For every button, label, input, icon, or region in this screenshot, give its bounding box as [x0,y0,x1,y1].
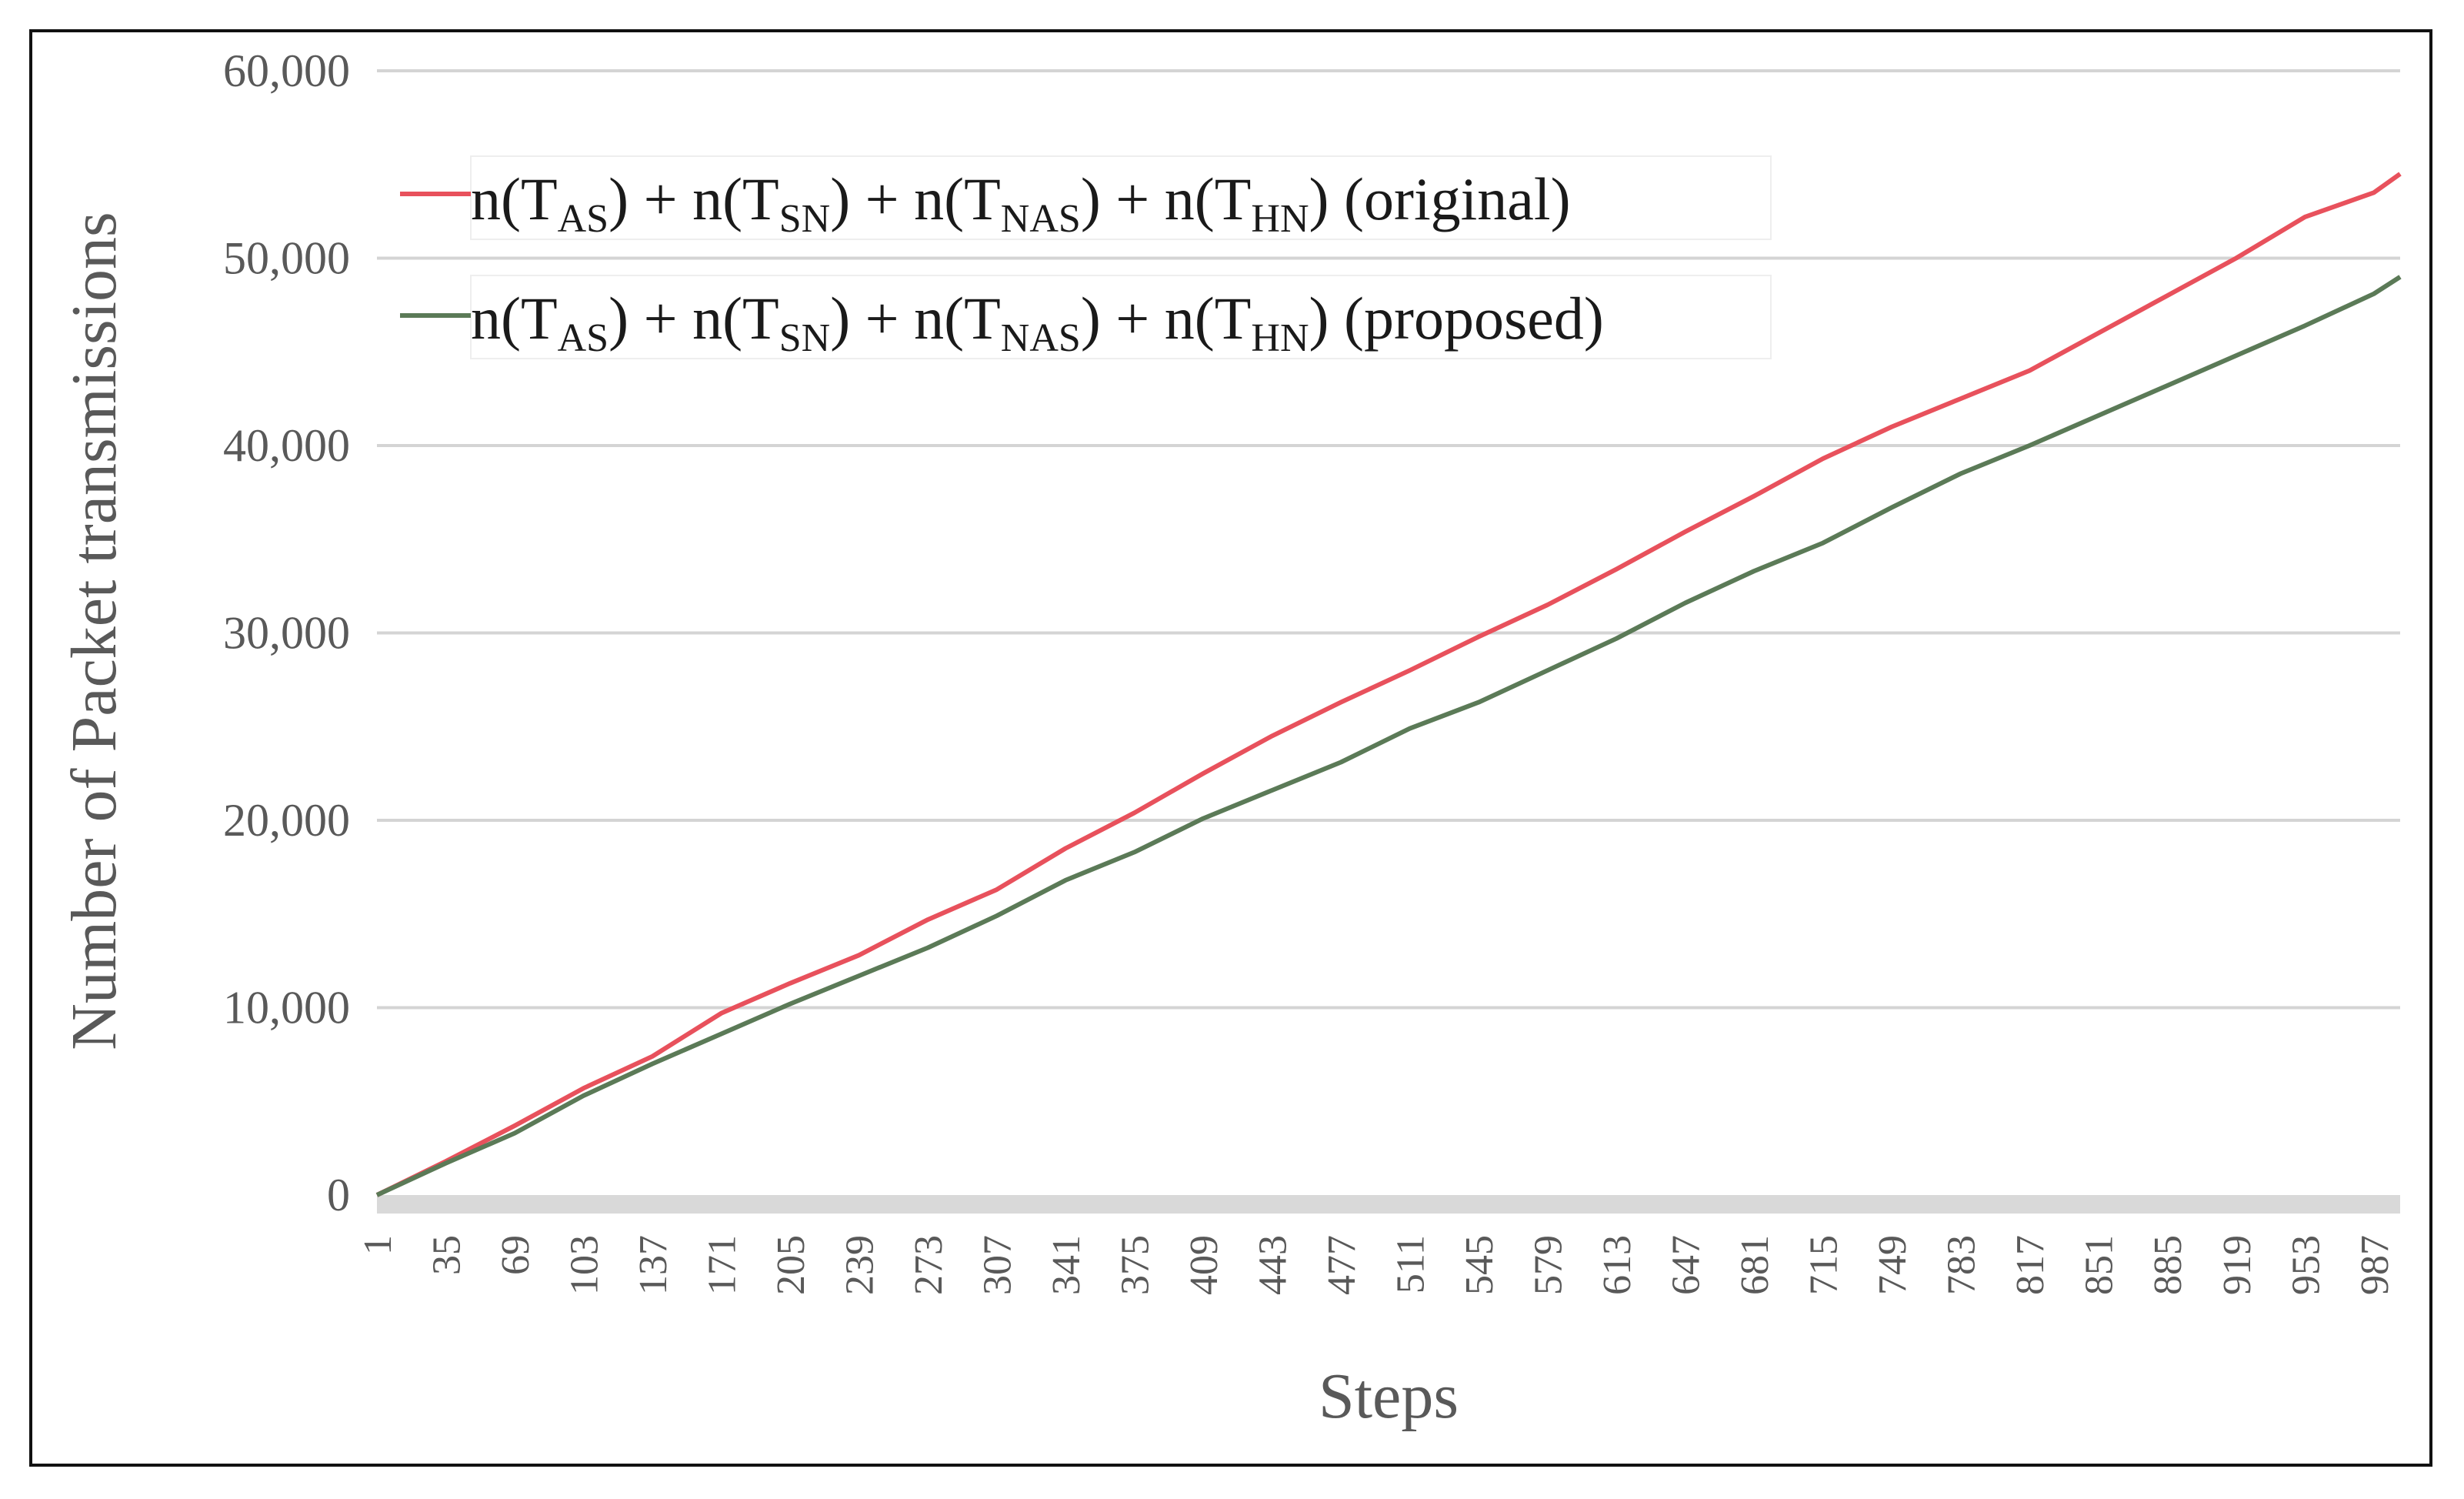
x-tick-label: 35 [425,1235,469,1275]
x-tick-label: 613 [1595,1235,1639,1295]
legend-label: n(TAS) + n(TSN) + n(TNAS) + n(THN) (orig… [471,165,1571,241]
x-tick-label: 545 [1458,1235,1502,1295]
legend-label-part: ) + n(T [1081,285,1252,352]
legend-label-part: NAS [1001,316,1081,360]
x-tick-label: 953 [2284,1235,2328,1295]
x-tick-label: 987 [2353,1235,2397,1295]
x-tick-label: 511 [1389,1235,1433,1294]
x-tick-label: 137 [632,1235,675,1295]
y-tick-label: 30,000 [223,608,350,659]
y-tick-label: 0 [327,1170,350,1220]
legend-label-part: SN [779,197,830,241]
x-tick-label: 239 [839,1235,882,1295]
legend-label-part: AS [558,197,608,241]
grid-lines [377,69,2400,1010]
x-tick-label: 681 [1733,1235,1777,1295]
legend-label-box [470,155,1772,240]
y-tick-label: 50,000 [223,233,350,284]
x-tick-label: 1 [356,1235,400,1255]
legend-item-proposed: n(TAS) + n(TSN) + n(TNAS) + n(THN) (prop… [400,275,1772,360]
x-tick-label: 919 [2216,1235,2259,1295]
x-tick-label: 715 [1802,1235,1846,1295]
y-tick-labels: 0 10,000 20,000 30,000 40,000 50,000 60,000 [223,45,350,1220]
legend-label-part: ) (proposed) [1309,285,1604,352]
x-tick-label: 851 [2078,1235,2122,1295]
legend-label-box [470,275,1772,359]
y-axis-title: Number of Packet transmissions [58,212,130,1050]
legend-item-original: n(TAS) + n(TSN) + n(TNAS) + n(THN) (orig… [400,155,1772,241]
x-tick-label: 409 [1182,1235,1226,1295]
legend-label-part: ) + n(T [608,165,779,232]
legend-label-part: ) (original) [1309,165,1571,232]
x-tick-label: 341 [1045,1235,1089,1295]
x-axis-title: Steps [1319,1360,1459,1432]
legend-label-part: HN [1251,316,1309,360]
x-tick-label: 783 [1940,1235,1984,1295]
plot-floor [377,1195,2400,1214]
x-tick-label: 171 [701,1235,745,1295]
legend-label-part: ) + n(T [830,285,1001,352]
series-line-original [375,172,2402,1197]
x-tick-label: 443 [1252,1235,1295,1295]
legend-label-part: NAS [1001,197,1081,241]
y-tick-label: 40,000 [223,420,350,471]
legend-label-part: n(T [471,285,558,352]
x-tick-label: 69 [494,1235,538,1275]
x-tick-labels: 1 35 69 103 137 171 205 239 273 307 341 375 409 443 47… [356,1235,2397,1295]
x-tick-label: 579 [1527,1235,1571,1295]
y-tick-label: 10,000 [223,983,350,1033]
x-tick-label: 477 [1320,1235,1364,1295]
legend-label-part: ) + n(T [608,285,779,352]
y-tick-label: 60,000 [223,45,350,96]
legend-label-part: ) + n(T [1081,165,1252,232]
y-tick-label: 20,000 [223,795,350,846]
x-tick-label: 375 [1114,1235,1158,1295]
x-tick-label: 205 [769,1235,813,1295]
series-line-proposed [375,275,2402,1197]
x-tick-label: 103 [563,1235,607,1295]
x-tick-label: 817 [2009,1235,2052,1295]
legend-label-part: n(T [471,165,558,232]
x-tick-label: 307 [976,1235,1020,1295]
legend-label-part: SN [779,316,830,360]
x-tick-label: 885 [2146,1235,2190,1295]
legend-label-part: AS [558,316,608,360]
legend-label-part: ) + n(T [830,165,1001,232]
chart-frame [29,29,2432,1467]
series-lines [375,172,2402,1197]
legend-label-part: HN [1251,197,1309,241]
legend-label: n(TAS) + n(TSN) + n(TNAS) + n(THN) (prop… [471,285,1604,360]
legend: n(TAS) + n(TSN) + n(TNAS) + n(THN) (orig… [400,155,1772,360]
x-tick-label: 647 [1665,1235,1709,1295]
x-tick-label: 273 [907,1235,951,1295]
x-tick-label: 749 [1871,1235,1915,1295]
